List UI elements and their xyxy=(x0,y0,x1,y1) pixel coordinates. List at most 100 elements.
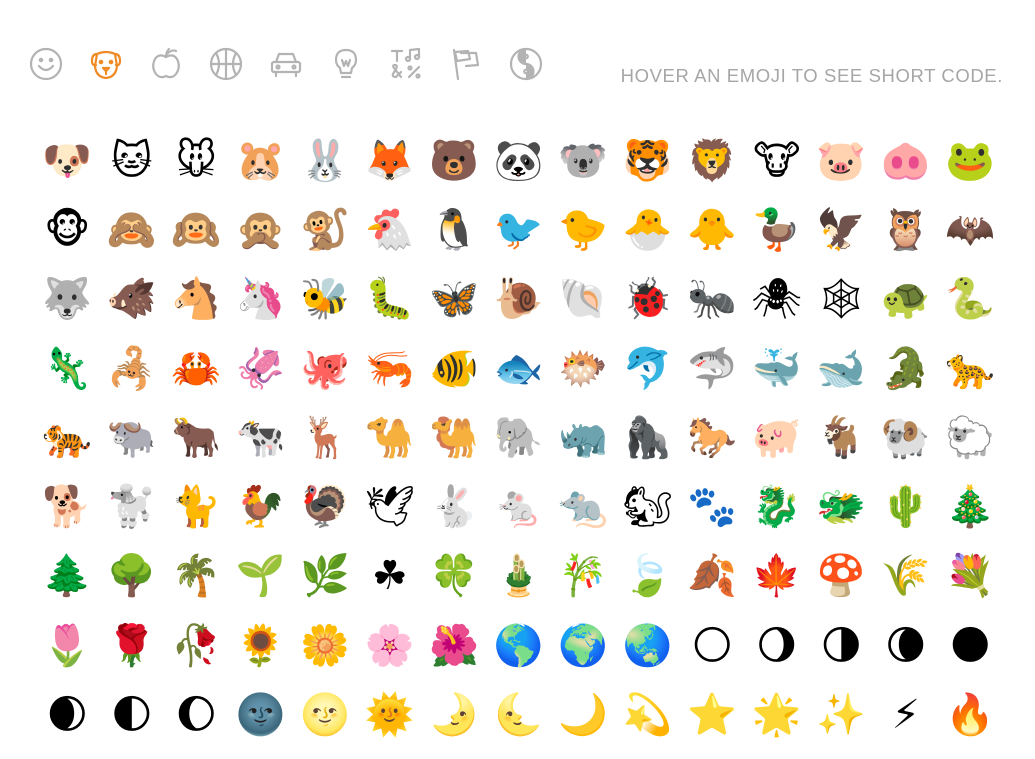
emoji-item[interactable]: 🐃 xyxy=(106,414,157,461)
emoji-item[interactable]: 🦆 xyxy=(751,206,802,253)
emoji-item[interactable]: 🌙 xyxy=(558,692,609,739)
emoji-item[interactable]: 🐲 xyxy=(816,484,867,531)
emoji-item[interactable]: 🐾 xyxy=(687,484,738,531)
emoji-item[interactable]: 🐷 xyxy=(816,137,867,184)
emoji-item[interactable]: 🐖 xyxy=(751,414,802,461)
emoji-item[interactable]: 🎋 xyxy=(558,553,609,600)
emoji-item[interactable]: 🦉 xyxy=(880,206,931,253)
emoji-item[interactable]: 🌟 xyxy=(751,692,802,739)
emoji-item[interactable]: ☘ xyxy=(371,553,408,600)
emoji-item[interactable]: 🐠 xyxy=(429,345,480,392)
emoji-item[interactable]: 🍄 xyxy=(816,553,867,600)
emoji-item[interactable]: 🐪 xyxy=(364,414,415,461)
emoji-item[interactable]: 🍂 xyxy=(687,553,738,600)
emoji-item[interactable]: 🌔 xyxy=(175,692,218,739)
emoji-item[interactable]: 🐆 xyxy=(945,345,996,392)
emoji-item[interactable]: 🐥 xyxy=(687,206,738,253)
emoji-item[interactable]: 🌎 xyxy=(493,622,544,669)
emoji-item[interactable]: 🦀 xyxy=(171,345,222,392)
emoji-item[interactable]: 🐦 xyxy=(493,206,544,253)
emoji-item[interactable]: 🕸 xyxy=(815,276,867,323)
emoji-item[interactable]: 🌖 xyxy=(755,622,798,669)
emoji-item[interactable]: 🐮 xyxy=(753,137,801,184)
emoji-item[interactable]: 💐 xyxy=(945,553,996,600)
emoji-item[interactable]: 🐜 xyxy=(687,276,738,323)
emoji-item[interactable]: 🥀 xyxy=(171,622,222,669)
emoji-item[interactable]: 🐢 xyxy=(880,276,931,323)
emoji-item[interactable]: 🌲 xyxy=(42,553,93,600)
emoji-item[interactable]: 🐛 xyxy=(364,276,415,323)
emoji-item[interactable]: 🐙 xyxy=(300,345,351,392)
emoji-item[interactable]: 🌷 xyxy=(42,622,93,669)
emoji-item[interactable]: 🐭 xyxy=(175,137,218,184)
emoji-item[interactable]: 🦃 xyxy=(300,484,351,531)
category-misc[interactable] xyxy=(506,42,546,86)
emoji-item[interactable]: 🐯 xyxy=(622,137,673,184)
emoji-item[interactable]: 🌍 xyxy=(558,622,609,669)
emoji-item[interactable]: 🎍 xyxy=(493,553,544,600)
emoji-item[interactable]: 🐌 xyxy=(493,276,544,323)
emoji-item[interactable]: 🐁 xyxy=(493,484,544,531)
emoji-item[interactable]: 🐏 xyxy=(880,414,931,461)
emoji-item[interactable]: 🦄 xyxy=(235,276,286,323)
emoji-item[interactable]: 🌳 xyxy=(106,553,157,600)
emoji-item[interactable]: 🐴 xyxy=(171,276,222,323)
emoji-item[interactable]: ⚡ xyxy=(891,692,920,739)
emoji-item[interactable]: 🐎 xyxy=(687,414,738,461)
emoji-item[interactable]: 🌝 xyxy=(300,692,351,739)
emoji-item[interactable]: 🐊 xyxy=(880,345,931,392)
emoji-item[interactable]: 🐄 xyxy=(235,414,286,461)
emoji-item[interactable]: 🙉 xyxy=(171,206,222,253)
emoji-item[interactable]: 🌏 xyxy=(622,622,673,669)
emoji-item[interactable]: 🐈 xyxy=(171,484,222,531)
emoji-item[interactable]: 🐺 xyxy=(42,276,93,323)
emoji-item[interactable]: 🦊 xyxy=(364,137,415,184)
category-travel[interactable] xyxy=(266,42,306,86)
emoji-item[interactable]: 🐇 xyxy=(429,484,480,531)
emoji-item[interactable]: 🐕 xyxy=(42,484,93,531)
emoji-item[interactable]: 🌹 xyxy=(106,622,157,669)
emoji-item[interactable]: 🌴 xyxy=(171,553,222,600)
emoji-item[interactable]: 🎄 xyxy=(945,484,996,531)
emoji-item[interactable]: 🌑 xyxy=(949,622,992,669)
emoji-item[interactable]: 🐔 xyxy=(364,206,415,253)
category-symbols[interactable] xyxy=(386,42,426,86)
emoji-item[interactable]: 🐹 xyxy=(235,137,286,184)
emoji-item[interactable]: 🌓 xyxy=(110,692,153,739)
emoji-item[interactable]: 🌚 xyxy=(235,692,286,739)
emoji-item[interactable]: 🌻 xyxy=(235,622,286,669)
emoji-item[interactable]: 🐻 xyxy=(429,137,480,184)
emoji-item[interactable]: 🐞 xyxy=(622,276,673,323)
emoji-item[interactable]: 🐼 xyxy=(493,137,544,184)
emoji-item[interactable]: 🦏 xyxy=(558,414,609,461)
emoji-item[interactable]: 🐱 xyxy=(110,137,153,184)
emoji-item[interactable]: 🐚 xyxy=(558,276,609,323)
emoji-item[interactable]: 🍀 xyxy=(429,553,480,600)
emoji-item[interactable]: 🐿 xyxy=(622,484,674,531)
emoji-item[interactable]: 🌾 xyxy=(880,553,931,600)
emoji-item[interactable]: 🐋 xyxy=(816,345,867,392)
emoji-item[interactable]: 🐘 xyxy=(493,414,544,461)
emoji-item[interactable]: 🕊 xyxy=(364,484,416,531)
category-objects[interactable] xyxy=(326,42,366,86)
emoji-item[interactable]: 🦎 xyxy=(42,345,93,392)
emoji-item[interactable]: 🌱 xyxy=(235,553,286,600)
emoji-item[interactable]: 🌺 xyxy=(429,622,480,669)
emoji-item[interactable]: 🌒 xyxy=(46,692,89,739)
emoji-item[interactable]: 🌜 xyxy=(493,692,544,739)
emoji-item[interactable]: 🐅 xyxy=(42,414,93,461)
emoji-item[interactable]: 🐳 xyxy=(751,345,802,392)
emoji-item[interactable]: 🦐 xyxy=(364,345,415,392)
emoji-item[interactable]: 🐗 xyxy=(106,276,157,323)
emoji-item[interactable]: 🐤 xyxy=(558,206,609,253)
emoji-item[interactable]: 🦁 xyxy=(687,137,738,184)
emoji-item[interactable]: 🐐 xyxy=(816,414,867,461)
category-food[interactable] xyxy=(146,42,186,86)
emoji-item[interactable]: 🐸 xyxy=(945,137,996,184)
category-activity[interactable] xyxy=(206,42,246,86)
category-flags[interactable] xyxy=(446,42,486,86)
category-smileys[interactable] xyxy=(26,42,66,86)
emoji-item[interactable]: ⭐ xyxy=(687,692,738,739)
emoji-item[interactable]: 🐀 xyxy=(558,484,609,531)
emoji-item[interactable]: 🍃 xyxy=(622,553,673,600)
